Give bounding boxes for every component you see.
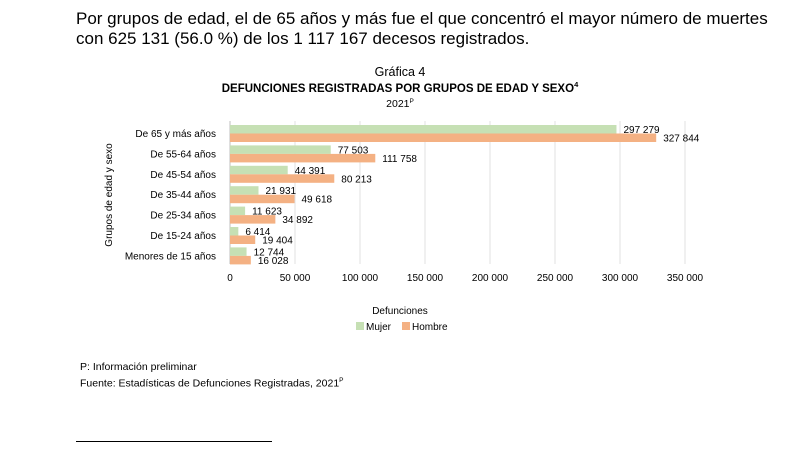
bar-hombre xyxy=(230,133,657,142)
category-label: De 25-34 años xyxy=(150,211,216,222)
legend-label-mujer: Mujer xyxy=(366,322,392,333)
data-label-hombre: 80 213 xyxy=(341,174,372,185)
x-tick-label: 0 xyxy=(227,273,233,284)
category-label: De 45-54 años xyxy=(150,170,216,181)
x-tick-label: 200 000 xyxy=(472,273,509,284)
category-label: De 55-64 años xyxy=(150,149,216,160)
data-label-mujer: 6 414 xyxy=(245,227,270,238)
category-label: De 15-24 años xyxy=(150,231,216,242)
x-tick-label: 100 000 xyxy=(342,273,379,284)
legend-swatch-mujer xyxy=(356,322,364,330)
data-label-mujer: 297 279 xyxy=(623,125,660,136)
x-tick-label: 350 000 xyxy=(667,273,704,284)
bar-mujer xyxy=(230,145,331,154)
bar-hombre xyxy=(230,235,256,244)
gridlines xyxy=(229,121,686,264)
x-tick-label: 50 000 xyxy=(280,273,311,284)
legend-label-hombre: Hombre xyxy=(412,322,448,333)
bar-hombre xyxy=(230,255,251,265)
y-axis-title: Grupos de edad y sexo xyxy=(104,143,115,247)
bar-mujer xyxy=(230,206,246,216)
legend-swatch-hombre xyxy=(402,322,410,330)
bar-mujer xyxy=(230,125,617,134)
preliminary-note: P: Información preliminar xyxy=(80,361,197,373)
bar-mujer xyxy=(230,165,288,175)
chart-subtitle: 2021P xyxy=(386,98,414,110)
category-labels: De 65 y más años De 55-64 años De 45-54 añ… xyxy=(125,129,216,262)
bar-hombre xyxy=(230,194,295,204)
x-tick-label: 250 000 xyxy=(537,273,574,284)
notes: P: Información preliminar Fuente: Estadí… xyxy=(80,361,344,391)
chart-title-superscript: 4 xyxy=(574,80,579,89)
data-label-mujer: 12 744 xyxy=(254,247,285,258)
chart-title: DEFUNCIONES REGISTRADAS POR GRUPOS DE ED… xyxy=(222,80,579,95)
data-label-hombre: 19 404 xyxy=(262,236,293,247)
data-label-hombre: 16 028 xyxy=(258,256,289,267)
data-label-hombre: 111 758 xyxy=(382,154,417,165)
x-tick-label: 150 000 xyxy=(407,273,444,284)
footnote-divider xyxy=(76,441,272,442)
legend: Mujer Hombre xyxy=(356,322,448,333)
data-label-hombre: 327 844 xyxy=(663,134,700,145)
bar-mujer xyxy=(230,247,247,256)
bar-hombre xyxy=(230,215,276,224)
data-label-mujer: 44 391 xyxy=(295,166,326,177)
chart-subtitle-superscript: P xyxy=(410,98,414,105)
data-label-mujer: 11 623 xyxy=(252,207,282,218)
bar-mujer xyxy=(230,227,239,236)
data-label-mujer: 77 503 xyxy=(338,145,369,156)
category-label: De 65 y más años xyxy=(135,129,216,140)
bars xyxy=(230,125,657,265)
category-label: Menores de 15 años xyxy=(125,251,216,262)
source-superscript: P xyxy=(339,377,344,384)
x-tick-labels: 0 50 000 100 000 150 000 200 000 250 000 300 0… xyxy=(227,273,703,284)
x-tick-label: 300 000 xyxy=(602,273,639,284)
data-label-hombre: 34 892 xyxy=(282,215,313,226)
category-label: De 35-44 años xyxy=(150,190,216,201)
source-note: Fuente: Estadísticas de Defunciones Regi… xyxy=(80,377,344,390)
intro-paragraph: Por grupos de edad, el de 65 años y más … xyxy=(76,9,768,48)
bar-hombre xyxy=(230,174,335,183)
bar-mujer xyxy=(230,186,259,195)
bar-hombre xyxy=(230,153,376,163)
data-label-mujer: 21 931 xyxy=(266,186,297,197)
data-label-hombre: 49 618 xyxy=(302,195,333,206)
x-axis-title: Defunciones xyxy=(372,306,428,317)
chart-label: Gráfica 4 xyxy=(375,65,426,79)
